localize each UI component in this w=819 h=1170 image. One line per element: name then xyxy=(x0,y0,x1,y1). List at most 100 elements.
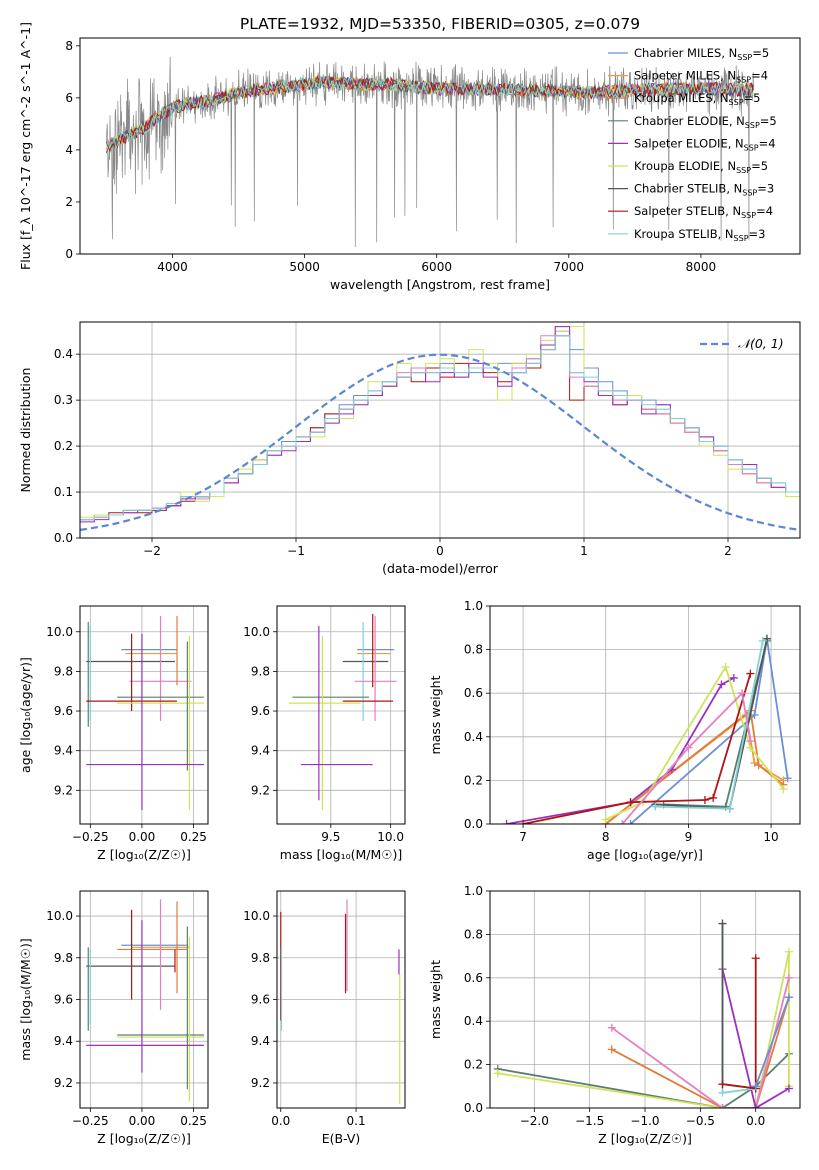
data-point-marker xyxy=(725,804,734,813)
weight-series-line xyxy=(497,951,790,1108)
x-axis-label: Z [log₁₀(Z/Z☉)] xyxy=(598,1131,692,1146)
y-tick-label: 9.2 xyxy=(54,783,73,797)
data-point-marker xyxy=(783,774,792,783)
axes-frame xyxy=(489,890,801,1109)
data-point-marker xyxy=(784,993,793,1002)
axes-frame xyxy=(489,605,801,825)
x-tick-label: 4000 xyxy=(157,260,188,274)
x-axis-label: wavelength [Angstrom, rest frame] xyxy=(330,277,550,292)
x-tick-label: 5000 xyxy=(289,260,320,274)
legend-entry: Salpeter STELIB, NSSP=4 xyxy=(634,204,773,220)
y-tick-label: 0.2 xyxy=(54,439,73,453)
mass-vs-EBV-panel: 0.0 0.1 9.2 9.4 9.6 9.8 10.0 E(B-V) xyxy=(243,890,406,1146)
x-tick-label: 7 xyxy=(519,830,527,844)
y-tick-label: 0.4 xyxy=(464,730,483,744)
mass-vs-Z-plot-area xyxy=(86,899,204,1102)
x-tick-label: 10 xyxy=(763,830,778,844)
x-tick-label: −0.25 xyxy=(72,830,109,844)
age-vs-Z-panel: −0.25 0.00 0.25 9.2 9.4 9.6 9.8 10.0 Z [log₁₀(Z/… xyxy=(18,605,209,862)
y-tick-label: 0.0 xyxy=(54,531,73,545)
x-tick-label: −1.5 xyxy=(575,1114,604,1128)
data-point-marker xyxy=(750,758,759,767)
mass-vs-Z-panel: −0.25 0.00 0.25 9.2 9.4 9.6 9.8 10.0 Z [log₁₀(Z/… xyxy=(18,890,209,1146)
x-tick-label: −1 xyxy=(287,544,305,558)
legend-entry: Salpeter MILES, NSSP=4 xyxy=(634,69,768,85)
x-tick-label: 0.1 xyxy=(347,1114,366,1128)
legend-entry: Chabrier STELIB, NSSP=3 xyxy=(634,182,774,198)
y-tick-label: 9.8 xyxy=(54,951,73,965)
y-tick-label: 8 xyxy=(65,39,73,53)
weight-series-line xyxy=(497,1053,790,1108)
spectrum-panel: 4000 5000 6000 7000 8000 0 2 4 6 8 wavelength [Ang… xyxy=(18,22,801,292)
y-tick-label: 9.2 xyxy=(251,783,270,797)
x-tick-label: 0.25 xyxy=(180,1114,207,1128)
y-tick-label: 0.8 xyxy=(464,643,483,657)
data-point-marker xyxy=(626,798,635,807)
y-tick-label: 9.2 xyxy=(251,1076,270,1090)
data-point-marker xyxy=(784,973,793,982)
age-vs-Z-plot-area xyxy=(86,615,204,811)
weight-vs-Z-plot-area xyxy=(493,919,793,1108)
data-point-marker xyxy=(746,737,755,746)
model-spectrum-line xyxy=(105,75,754,153)
y-axis-label: mass weight xyxy=(428,960,443,1039)
y-tick-label: 9.6 xyxy=(54,993,73,1007)
data-point-marker xyxy=(607,1023,616,1032)
y-tick-label: 9.6 xyxy=(251,993,270,1007)
y-tick-label: 1.0 xyxy=(464,884,483,898)
histogram-series xyxy=(80,326,800,518)
y-axis-label: mass [log₁₀(M/M☉)] xyxy=(18,938,33,1060)
residuals-plot-area xyxy=(80,326,800,531)
data-point-marker xyxy=(718,919,727,928)
histogram-series xyxy=(80,335,800,521)
weight-vs-age-panel: 7 8 9 10 0.0 0.2 0.4 0.6 0.8 1.0 age [log₁₀(age/yr… xyxy=(428,599,801,862)
y-tick-label: 0.2 xyxy=(464,773,483,787)
weight-series-line xyxy=(611,997,790,1108)
data-point-marker xyxy=(758,636,767,645)
x-axis-label: (data-model)/error xyxy=(382,561,499,576)
x-axis-label: E(B-V) xyxy=(322,1131,361,1146)
x-axis-label: mass [log₁₀(M/M☉)] xyxy=(280,847,402,862)
x-tick-label: 2 xyxy=(724,544,732,558)
x-tick-label: 7000 xyxy=(554,260,585,274)
y-tick-label: 9.4 xyxy=(54,1034,73,1048)
data-point-marker xyxy=(709,793,718,802)
x-axis-label: Z [log₁₀(Z/Z☉)] xyxy=(97,847,191,862)
model-spectrum-line xyxy=(105,76,754,150)
x-tick-label: 0 xyxy=(436,544,444,558)
histogram-series xyxy=(80,326,800,523)
data-point-marker xyxy=(717,680,726,689)
data-point-marker xyxy=(718,1088,727,1097)
data-point-marker xyxy=(738,689,747,698)
residuals-panel: −2 −1 0 1 2 0.0 0.1 0.2 0.3 0.4 (data-model)/error… xyxy=(18,321,801,576)
legend-entry: Kroupa STELIB, NSSP=3 xyxy=(634,227,765,243)
data-point-marker xyxy=(751,1104,760,1108)
data-point-marker xyxy=(700,796,709,805)
mass-vs-EBV-plot-area xyxy=(280,899,401,1104)
data-point-marker xyxy=(729,673,738,682)
x-tick-label: −2 xyxy=(143,544,161,558)
y-tick-label: 9.2 xyxy=(54,1076,73,1090)
y-tick-label: 6 xyxy=(65,91,73,105)
y-tick-label: 9.6 xyxy=(251,704,270,718)
weight-series-line xyxy=(754,996,790,1087)
x-tick-label: −2.0 xyxy=(520,1114,549,1128)
data-point-marker xyxy=(651,802,660,811)
y-tick-label: 0.8 xyxy=(464,927,483,941)
data-point-marker xyxy=(762,634,771,643)
y-tick-label: 0.2 xyxy=(464,1058,483,1072)
age-vs-mass-plot-area xyxy=(288,613,397,811)
data-point-marker xyxy=(607,1045,616,1054)
weight-series-line xyxy=(721,923,756,1090)
y-tick-label: 10.0 xyxy=(243,909,270,923)
x-tick-label: 10.0 xyxy=(377,830,404,844)
data-point-marker xyxy=(721,663,730,672)
axes-frame xyxy=(79,37,801,255)
x-tick-label: 0.25 xyxy=(180,830,207,844)
y-tick-label: 9.8 xyxy=(251,951,270,965)
y-tick-label: 4 xyxy=(65,143,73,157)
x-tick-label: 0.00 xyxy=(129,1114,156,1128)
data-point-marker xyxy=(751,954,760,963)
x-tick-label: 1 xyxy=(580,544,588,558)
y-tick-label: 0 xyxy=(65,247,73,261)
